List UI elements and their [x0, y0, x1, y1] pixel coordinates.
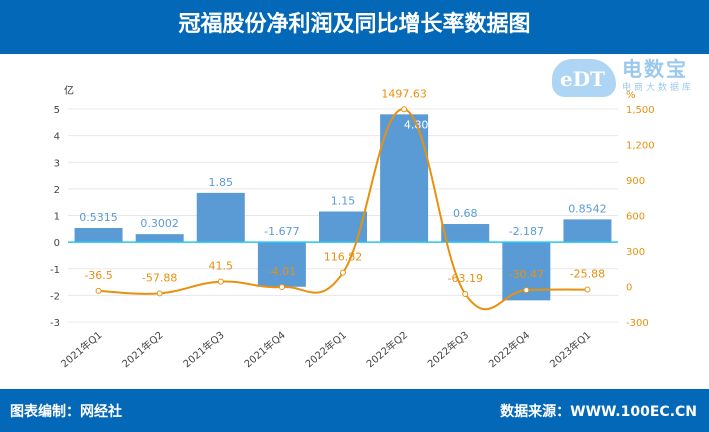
x-tick: 2022年Q4 — [486, 328, 532, 370]
logo-subtitle: 电商大数据库 — [622, 83, 695, 93]
y-left-tick: 2 — [54, 185, 60, 196]
y-left-tick: 4 — [54, 132, 60, 143]
y-right-tick: -300 — [626, 318, 649, 329]
line-point — [217, 278, 224, 285]
x-tick: 2021年Q1 — [58, 328, 104, 370]
x-tick: 2021年Q4 — [241, 328, 287, 370]
bar-label: 0.68 — [453, 207, 478, 220]
y-left-tick: 3 — [54, 158, 60, 169]
y-left-unit: 亿 — [64, 84, 74, 97]
y-right-tick: 0 — [626, 283, 632, 294]
watermark-logo: eDT 电数宝 电商大数据库 — [552, 57, 702, 101]
line-point — [462, 290, 469, 297]
line-label: -4.01 — [268, 265, 296, 278]
bar-label: -1.677 — [264, 225, 299, 238]
line-label: -25.88 — [570, 268, 605, 281]
bar — [135, 234, 184, 243]
bar-label: 1.15 — [331, 195, 356, 208]
line-label: -63.19 — [447, 272, 482, 285]
footer-source: 数据来源：WWW.100EC.CN — [500, 404, 697, 420]
y-left-tick: -2 — [50, 291, 60, 302]
y-left-tick: 0 — [54, 238, 60, 249]
line-label: 41.5 — [209, 260, 234, 273]
y-left-tick: 5 — [54, 105, 60, 116]
bar — [441, 224, 490, 243]
line-point — [584, 286, 591, 293]
x-tick: 2023年Q1 — [547, 328, 593, 370]
cloud-logo-icon — [552, 59, 616, 97]
growth-line — [98, 108, 588, 311]
bar-label: 0.5315 — [79, 211, 118, 224]
line-label: -36.5 — [84, 269, 112, 282]
line-point — [340, 269, 346, 276]
bar — [74, 227, 123, 243]
bar-label: 1.85 — [209, 176, 234, 189]
y-left-tick: -1 — [50, 265, 60, 276]
logo-name: 电数宝 — [622, 57, 688, 81]
line-label: -30.47 — [509, 268, 544, 281]
footer: 图表编制：网经社 数据来源：WWW.100EC.CN — [0, 389, 709, 432]
line-point — [156, 290, 163, 297]
x-tick: 2022年Q3 — [425, 328, 471, 370]
bar — [563, 219, 612, 243]
line-point — [95, 287, 102, 294]
line-label: 116.82 — [324, 251, 363, 264]
y-left-tick: -3 — [50, 318, 60, 329]
y-right-tick: 300 — [626, 247, 645, 258]
line-point — [401, 106, 408, 113]
x-tick: 2022年Q2 — [364, 328, 410, 370]
y-right-tick: 600 — [626, 212, 645, 223]
bar — [257, 242, 306, 287]
bar-label: 0.8542 — [568, 202, 607, 215]
y-right-tick: 1,500 — [626, 105, 655, 116]
line-label: -57.88 — [142, 271, 177, 284]
line-label: 1497.63 — [381, 87, 427, 100]
x-tick: 2021年Q3 — [180, 328, 226, 370]
x-tick: 2022年Q1 — [303, 328, 349, 370]
chart-title: 冠福股份净利润及同比增长率数据图 — [0, 0, 709, 54]
bar-label: -2.187 — [509, 225, 544, 238]
line-point — [278, 283, 285, 290]
y-right-tick: 900 — [626, 176, 645, 187]
y-right-unit: % — [626, 90, 636, 101]
bar-label: 0.3002 — [140, 217, 179, 230]
y-left-tick: 1 — [54, 212, 60, 223]
chart: 5 4 3 2 1 0 -1 -2 -3 亿 1,500 1,200 900 600 300 0 -300% 0.… — [50, 84, 655, 370]
bar — [196, 192, 245, 243]
y-right-tick: 1,200 — [626, 141, 655, 152]
logo-mark: eDT — [560, 67, 605, 91]
x-tick: 2021年Q2 — [119, 328, 165, 370]
footer-credit: 图表编制：网经社 — [10, 404, 122, 420]
line-point — [523, 287, 530, 294]
bar — [319, 211, 367, 243]
